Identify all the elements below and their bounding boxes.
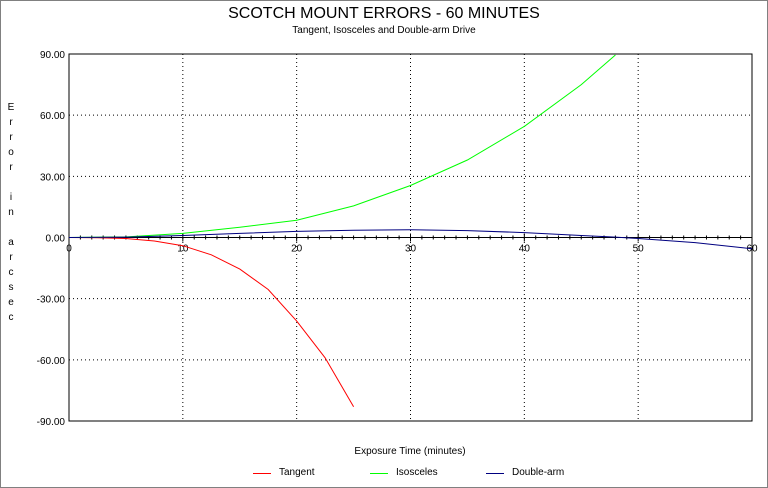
y-tick-label: -30.00 xyxy=(37,295,66,306)
legend-label: Isosceles xyxy=(396,467,438,478)
x-tick-label: 30 xyxy=(405,244,417,255)
x-tick-label: 40 xyxy=(519,244,531,255)
legend-swatch xyxy=(370,473,388,474)
x-tick-label: 60 xyxy=(746,244,758,255)
y-tick-label: 0.00 xyxy=(46,234,66,245)
legend: Tangent Isosceles Double-arm xyxy=(0,467,768,481)
y-tick-label: 60.00 xyxy=(40,111,65,122)
x-axis-label: Exposure Time (minutes) xyxy=(354,446,466,457)
x-tick-label: 20 xyxy=(291,244,303,255)
legend-swatch xyxy=(486,473,504,474)
y-tick-label: -90.00 xyxy=(37,417,66,428)
y-tick-label: 90.00 xyxy=(40,50,65,61)
legend-label: Tangent xyxy=(279,467,315,478)
legend-label: Double-arm xyxy=(512,467,565,478)
y-tick-label: -60.00 xyxy=(37,356,66,367)
series-line-isosceles xyxy=(68,54,616,238)
legend-swatch xyxy=(253,473,271,474)
y-axis-label: E r r o r i n a r c s e c xyxy=(7,102,15,323)
x-tick-label: 50 xyxy=(633,244,645,255)
x-tick-label: 10 xyxy=(177,244,189,255)
series-line-double-arm xyxy=(68,229,753,250)
chart-title: SCOTCH MOUNT ERRORS - 60 MINUTES xyxy=(228,5,540,22)
series-line-tangent xyxy=(68,237,355,407)
x-tick-label: 0 xyxy=(66,244,72,255)
y-tick-label: 30.00 xyxy=(40,172,65,183)
chart-subtitle: Tangent, Isosceles and Double-arm Drive xyxy=(292,25,476,36)
